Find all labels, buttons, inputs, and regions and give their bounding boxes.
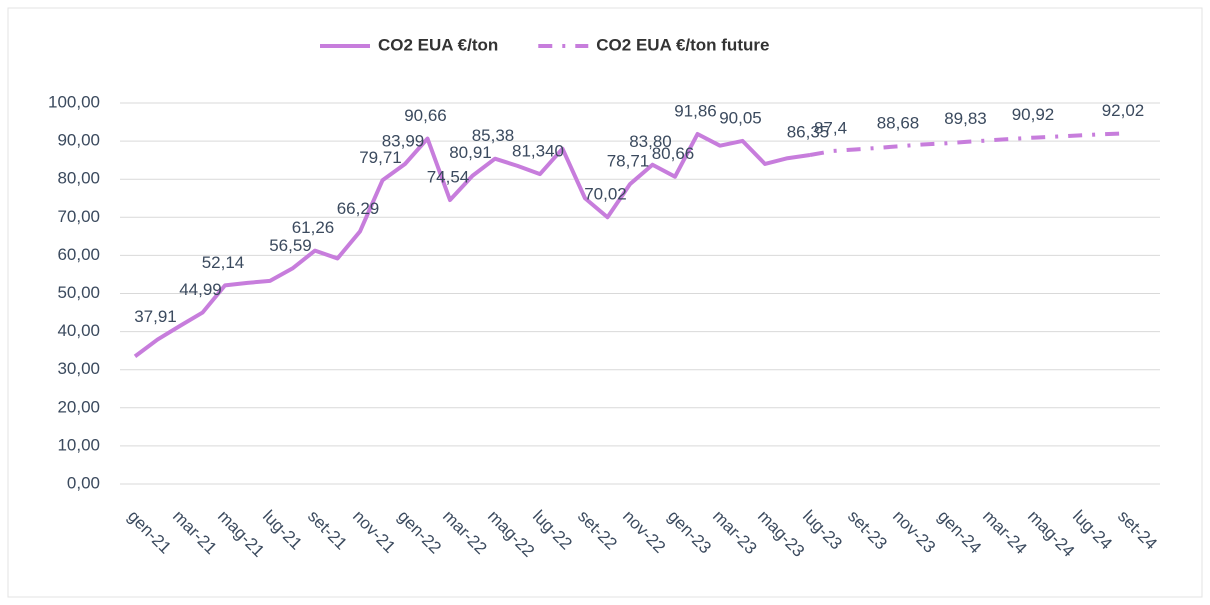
- y-tick-label: 30,00: [57, 359, 100, 378]
- data-label: 90,92: [1012, 105, 1055, 124]
- data-label: 91,86: [674, 101, 717, 120]
- data-label: 87,4: [814, 118, 847, 137]
- y-tick-label: 60,00: [57, 245, 100, 264]
- data-label: 74,54: [427, 167, 470, 186]
- y-tick-label: 50,00: [57, 283, 100, 302]
- data-label: 80,91: [449, 143, 492, 162]
- data-label: 37,91: [134, 307, 177, 326]
- chart-frame: [7, 7, 1203, 598]
- y-tick-label: 20,00: [57, 397, 100, 416]
- y-tick-label: 40,00: [57, 321, 100, 340]
- line-series: [133, 132, 811, 358]
- data-label: 89,83: [944, 109, 987, 128]
- data-label: 86,35: [787, 122, 830, 141]
- y-tick-label: 90,00: [57, 131, 100, 150]
- legend-label: CO2 EUA €/ton: [378, 35, 498, 54]
- y-tick-label: 0,00: [67, 473, 100, 492]
- data-label: 70,02: [584, 185, 627, 204]
- data-label: 44,99: [179, 280, 222, 299]
- data-label: 92,02: [1102, 101, 1145, 120]
- data-label: 88,68: [877, 114, 920, 133]
- legend-label: CO2 EUA €/ton future: [596, 35, 769, 54]
- y-tick-label: 10,00: [57, 435, 100, 454]
- line-series: [809, 131, 1126, 157]
- data-label: 90,05: [719, 108, 762, 127]
- data-label: 61,26: [292, 218, 335, 237]
- data-label: 85,38: [472, 126, 515, 145]
- data-label: 56,59: [269, 236, 312, 255]
- data-label: 52,14: [202, 253, 245, 272]
- data-label: 78,71: [607, 152, 650, 171]
- y-tick-label: 100,00: [48, 92, 100, 111]
- data-label: 79,71: [359, 148, 402, 167]
- data-label: 81,340: [512, 142, 564, 161]
- data-label: 66,29: [337, 199, 380, 218]
- data-label: 83,99: [382, 131, 425, 150]
- data-label: 80,66: [652, 144, 695, 163]
- data-label: 83,80: [629, 132, 672, 151]
- data-label: 90,66: [404, 106, 447, 125]
- y-tick-label: 80,00: [57, 169, 100, 188]
- y-tick-label: 70,00: [57, 207, 100, 226]
